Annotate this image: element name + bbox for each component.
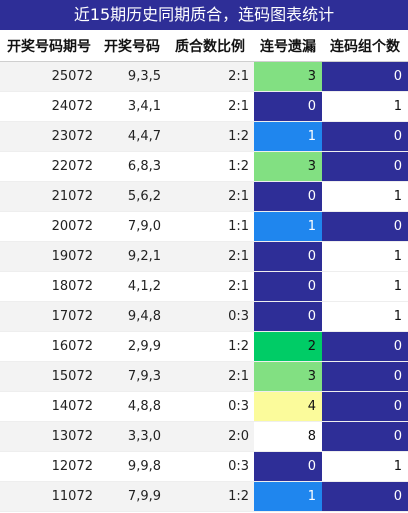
numbers-cell: 9,3,5 xyxy=(98,61,166,92)
issue-cell: 16072 xyxy=(0,331,98,362)
header-row: 开奖号码期号 开奖号码 质合数比例 连号遗漏 连码组个数 xyxy=(0,30,408,62)
consecutive-miss-cell: 2 xyxy=(254,331,322,362)
consecutive-miss-cell: 0 xyxy=(254,271,322,302)
table-row: 15072 7,9,3 2:1 3 0 xyxy=(0,361,408,392)
table-row: 21072 5,6,2 2:1 0 1 xyxy=(0,181,408,212)
ratio-cell: 0:3 xyxy=(166,451,254,482)
table-row: 19072 9,2,1 2:1 0 1 xyxy=(0,241,408,272)
numbers-cell: 4,8,8 xyxy=(98,391,166,422)
consecutive-miss-cell: 1 xyxy=(254,481,322,512)
ratio-cell: 2:1 xyxy=(166,61,254,92)
ratio-cell: 0:3 xyxy=(166,301,254,332)
header-ratio: 质合数比例 xyxy=(166,30,254,62)
consecutive-miss-cell: 0 xyxy=(254,451,322,482)
consecutive-group-cell: 0 xyxy=(322,121,408,152)
consecutive-miss-cell: 0 xyxy=(254,91,322,122)
issue-cell: 23072 xyxy=(0,121,98,152)
ratio-cell: 1:2 xyxy=(166,331,254,362)
issue-cell: 12072 xyxy=(0,451,98,482)
consecutive-miss-cell: 0 xyxy=(254,241,322,272)
issue-cell: 18072 xyxy=(0,271,98,302)
issue-cell: 25072 xyxy=(0,61,98,92)
consecutive-group-cell: 1 xyxy=(322,91,408,122)
consecutive-miss-cell: 1 xyxy=(254,121,322,152)
table-row: 11072 7,9,9 1:2 1 0 xyxy=(0,481,408,512)
consecutive-miss-cell: 4 xyxy=(254,391,322,422)
header-consecutive-group: 连码组个数 xyxy=(322,30,408,62)
table-row: 18072 4,1,2 2:1 0 1 xyxy=(0,271,408,302)
issue-cell: 24072 xyxy=(0,91,98,122)
issue-cell: 20072 xyxy=(0,211,98,242)
consecutive-group-cell: 0 xyxy=(322,151,408,182)
issue-cell: 15072 xyxy=(0,361,98,392)
consecutive-group-cell: 1 xyxy=(322,271,408,302)
ratio-cell: 2:0 xyxy=(166,421,254,452)
numbers-cell: 9,4,8 xyxy=(98,301,166,332)
ratio-cell: 0:3 xyxy=(166,391,254,422)
consecutive-miss-cell: 0 xyxy=(254,181,322,212)
issue-cell: 19072 xyxy=(0,241,98,272)
consecutive-group-cell: 0 xyxy=(322,361,408,392)
page-title: 近15期历史同期质合，连码图表统计 xyxy=(0,0,408,30)
table-row: 13072 3,3,0 2:0 8 0 xyxy=(0,421,408,452)
consecutive-miss-cell: 3 xyxy=(254,61,322,92)
ratio-cell: 2:1 xyxy=(166,181,254,212)
header-consecutive-miss: 连号遗漏 xyxy=(254,30,322,62)
consecutive-miss-cell: 0 xyxy=(254,301,322,332)
numbers-cell: 6,8,3 xyxy=(98,151,166,182)
issue-cell: 14072 xyxy=(0,391,98,422)
table-row: 22072 6,8,3 1:2 3 0 xyxy=(0,151,408,182)
consecutive-group-cell: 1 xyxy=(322,181,408,212)
table-row: 12072 9,9,8 0:3 0 1 xyxy=(0,451,408,482)
issue-cell: 11072 xyxy=(0,481,98,512)
issue-cell: 17072 xyxy=(0,301,98,332)
table-row: 23072 4,4,7 1:2 1 0 xyxy=(0,121,408,152)
consecutive-group-cell: 0 xyxy=(322,481,408,512)
ratio-cell: 1:1 xyxy=(166,211,254,242)
table-row: 17072 9,4,8 0:3 0 1 xyxy=(0,301,408,332)
ratio-cell: 1:2 xyxy=(166,481,254,512)
numbers-cell: 7,9,3 xyxy=(98,361,166,392)
consecutive-group-cell: 1 xyxy=(322,241,408,272)
ratio-cell: 1:2 xyxy=(166,151,254,182)
numbers-cell: 9,9,8 xyxy=(98,451,166,482)
table-row: 25072 9,3,5 2:1 3 0 xyxy=(0,61,408,92)
header-numbers: 开奖号码 xyxy=(98,30,166,62)
issue-cell: 21072 xyxy=(0,181,98,212)
consecutive-group-cell: 1 xyxy=(322,301,408,332)
consecutive-group-cell: 0 xyxy=(322,61,408,92)
table-row: 24072 3,4,1 2:1 0 1 xyxy=(0,91,408,122)
ratio-cell: 2:1 xyxy=(166,361,254,392)
numbers-cell: 7,9,0 xyxy=(98,211,166,242)
consecutive-miss-cell: 8 xyxy=(254,421,322,452)
consecutive-group-cell: 0 xyxy=(322,421,408,452)
numbers-cell: 4,4,7 xyxy=(98,121,166,152)
consecutive-group-cell: 1 xyxy=(322,451,408,482)
consecutive-group-cell: 0 xyxy=(322,331,408,362)
numbers-cell: 9,2,1 xyxy=(98,241,166,272)
table-body: 25072 9,3,5 2:1 3 0 24072 3,4,1 2:1 0 1 23072 4,4,7… xyxy=(0,61,408,512)
ratio-cell: 2:1 xyxy=(166,241,254,272)
consecutive-group-cell: 0 xyxy=(322,211,408,242)
table-row: 20072 7,9,0 1:1 1 0 xyxy=(0,211,408,242)
issue-cell: 22072 xyxy=(0,151,98,182)
numbers-cell: 5,6,2 xyxy=(98,181,166,212)
numbers-cell: 3,4,1 xyxy=(98,91,166,122)
ratio-cell: 2:1 xyxy=(166,91,254,122)
consecutive-miss-cell: 3 xyxy=(254,361,322,392)
ratio-cell: 1:2 xyxy=(166,121,254,152)
consecutive-group-cell: 0 xyxy=(322,391,408,422)
numbers-cell: 7,9,9 xyxy=(98,481,166,512)
ratio-cell: 2:1 xyxy=(166,271,254,302)
table-row: 14072 4,8,8 0:3 4 0 xyxy=(0,391,408,422)
header-issue: 开奖号码期号 xyxy=(0,30,98,62)
table-row: 16072 2,9,9 1:2 2 0 xyxy=(0,331,408,362)
numbers-cell: 3,3,0 xyxy=(98,421,166,452)
consecutive-miss-cell: 3 xyxy=(254,151,322,182)
numbers-cell: 4,1,2 xyxy=(98,271,166,302)
stats-table: 开奖号码期号 开奖号码 质合数比例 连号遗漏 连码组个数 25072 9,3,5 2… xyxy=(0,30,408,512)
issue-cell: 13072 xyxy=(0,421,98,452)
numbers-cell: 2,9,9 xyxy=(98,331,166,362)
consecutive-miss-cell: 1 xyxy=(254,211,322,242)
